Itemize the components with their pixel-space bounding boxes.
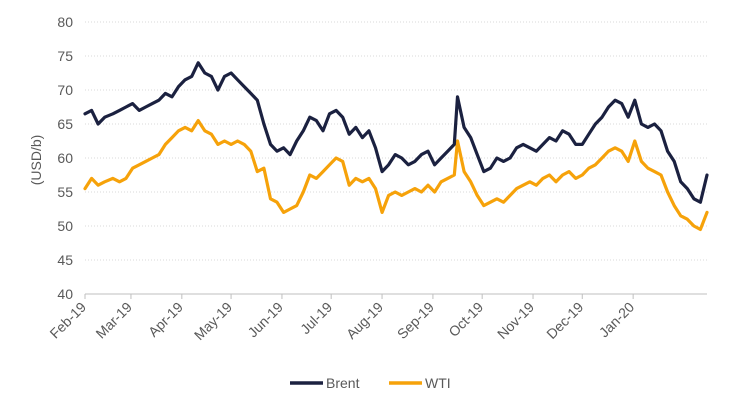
series-line-wti [83, 118, 709, 231]
y-axis-ticks: 40 45 50 55 60 65 70 75 80 [57, 14, 73, 302]
series-lines [83, 61, 709, 231]
x-tick-label: Oct-19 [445, 299, 486, 340]
legend-label-brent: Brent [326, 375, 360, 391]
y-tick-label: 70 [57, 82, 73, 98]
x-tick-label: Apr-19 [145, 299, 186, 340]
x-tick-label: Aug-19 [343, 299, 386, 342]
x-tick-label: Jun-19 [244, 299, 286, 341]
x-tick-label: Nov-19 [494, 299, 537, 342]
series-line-brent [83, 61, 709, 204]
legend-label-wti: WTI [425, 375, 451, 391]
legend: Brent WTI [290, 375, 451, 391]
y-tick-label: 50 [57, 218, 73, 234]
x-tick-label: Dec-19 [543, 299, 586, 342]
y-tick-label: 65 [57, 116, 73, 132]
y-tick-label: 60 [57, 150, 73, 166]
y-axis-title: (USD/b) [28, 135, 44, 186]
x-tick-label: Feb-19 [46, 299, 89, 342]
y-tick-label: 80 [57, 14, 73, 30]
grid [85, 21, 707, 295]
x-tick-label: Sep-19 [394, 299, 437, 342]
y-tick-label: 45 [57, 252, 73, 268]
y-tick-label: 75 [57, 48, 73, 64]
x-tick-label: Jan-20 [596, 299, 638, 341]
x-axis-ticks: Feb-19 Mar-19 Apr-19 May-19 Jun-19 Jul-19 Aug-… [46, 294, 637, 343]
y-tick-label: 55 [57, 184, 73, 200]
x-tick-label: Mar-19 [92, 299, 135, 342]
y-tick-label: 40 [57, 286, 73, 302]
x-tick-label: May-19 [191, 299, 235, 343]
x-tick-label: Jul-19 [297, 299, 335, 337]
